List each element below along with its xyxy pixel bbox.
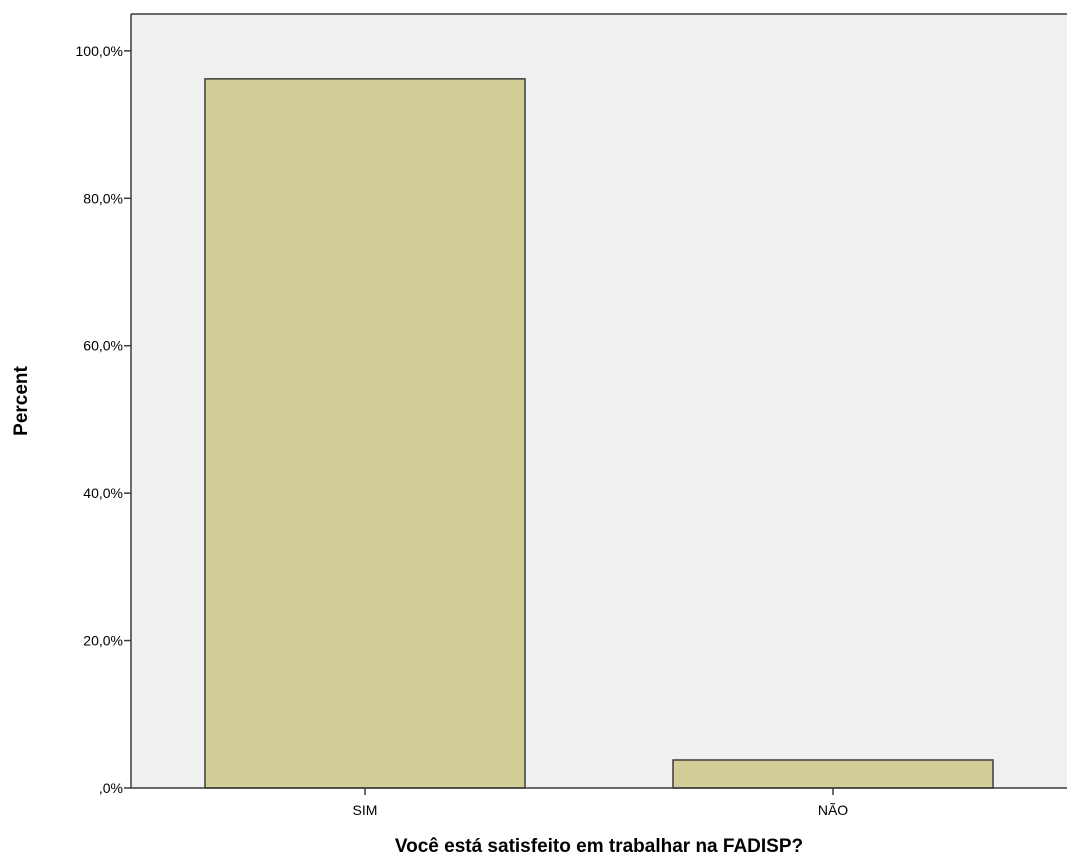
- y-tick-label: 60,0%: [83, 338, 123, 354]
- y-tick-label: ,0%: [99, 780, 123, 796]
- y-axis-title: Percent: [11, 365, 32, 435]
- y-tick-label: 100,0%: [76, 43, 123, 59]
- y-tick-label: 80,0%: [83, 190, 123, 206]
- y-tick-label: 20,0%: [83, 633, 123, 649]
- bars-group: [204, 78, 994, 789]
- y-axis: ,0% 20,0% 40,0% 60,0% 80,0% 100,0%: [76, 14, 132, 796]
- x-tick-label: SIM: [353, 802, 378, 818]
- y-tick-label: 40,0%: [83, 485, 123, 501]
- x-tick-label: NÃO: [818, 802, 848, 818]
- x-axis-title: Você está satisfeito em trabalhar na FAD…: [395, 836, 803, 857]
- bar-não: [672, 759, 994, 789]
- bar-sim: [204, 78, 526, 789]
- x-axis: SIM NÃO: [131, 787, 1067, 818]
